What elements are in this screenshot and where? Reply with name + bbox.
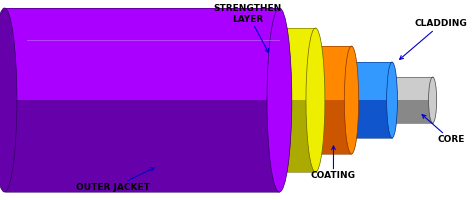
Polygon shape (279, 100, 352, 154)
Ellipse shape (356, 77, 365, 123)
Text: STRENGTHEN
LAYER: STRENGTHEN LAYER (214, 4, 282, 52)
Polygon shape (361, 77, 433, 100)
Text: CORE: CORE (422, 115, 465, 144)
Polygon shape (361, 100, 433, 123)
Ellipse shape (387, 62, 398, 138)
Polygon shape (315, 100, 392, 138)
Ellipse shape (238, 28, 257, 172)
Polygon shape (279, 46, 352, 100)
Polygon shape (248, 28, 315, 100)
Text: OUTER JACKET: OUTER JACKET (76, 168, 154, 192)
Ellipse shape (428, 77, 437, 123)
Text: COATING: COATING (311, 146, 356, 180)
Polygon shape (248, 100, 315, 172)
Ellipse shape (306, 28, 325, 172)
Ellipse shape (0, 8, 17, 192)
Polygon shape (315, 62, 392, 100)
Polygon shape (5, 8, 279, 100)
Ellipse shape (310, 62, 321, 138)
Text: CLADDING: CLADDING (400, 20, 467, 59)
Polygon shape (5, 100, 279, 192)
Ellipse shape (344, 46, 359, 154)
Ellipse shape (272, 46, 287, 154)
Ellipse shape (267, 8, 292, 192)
